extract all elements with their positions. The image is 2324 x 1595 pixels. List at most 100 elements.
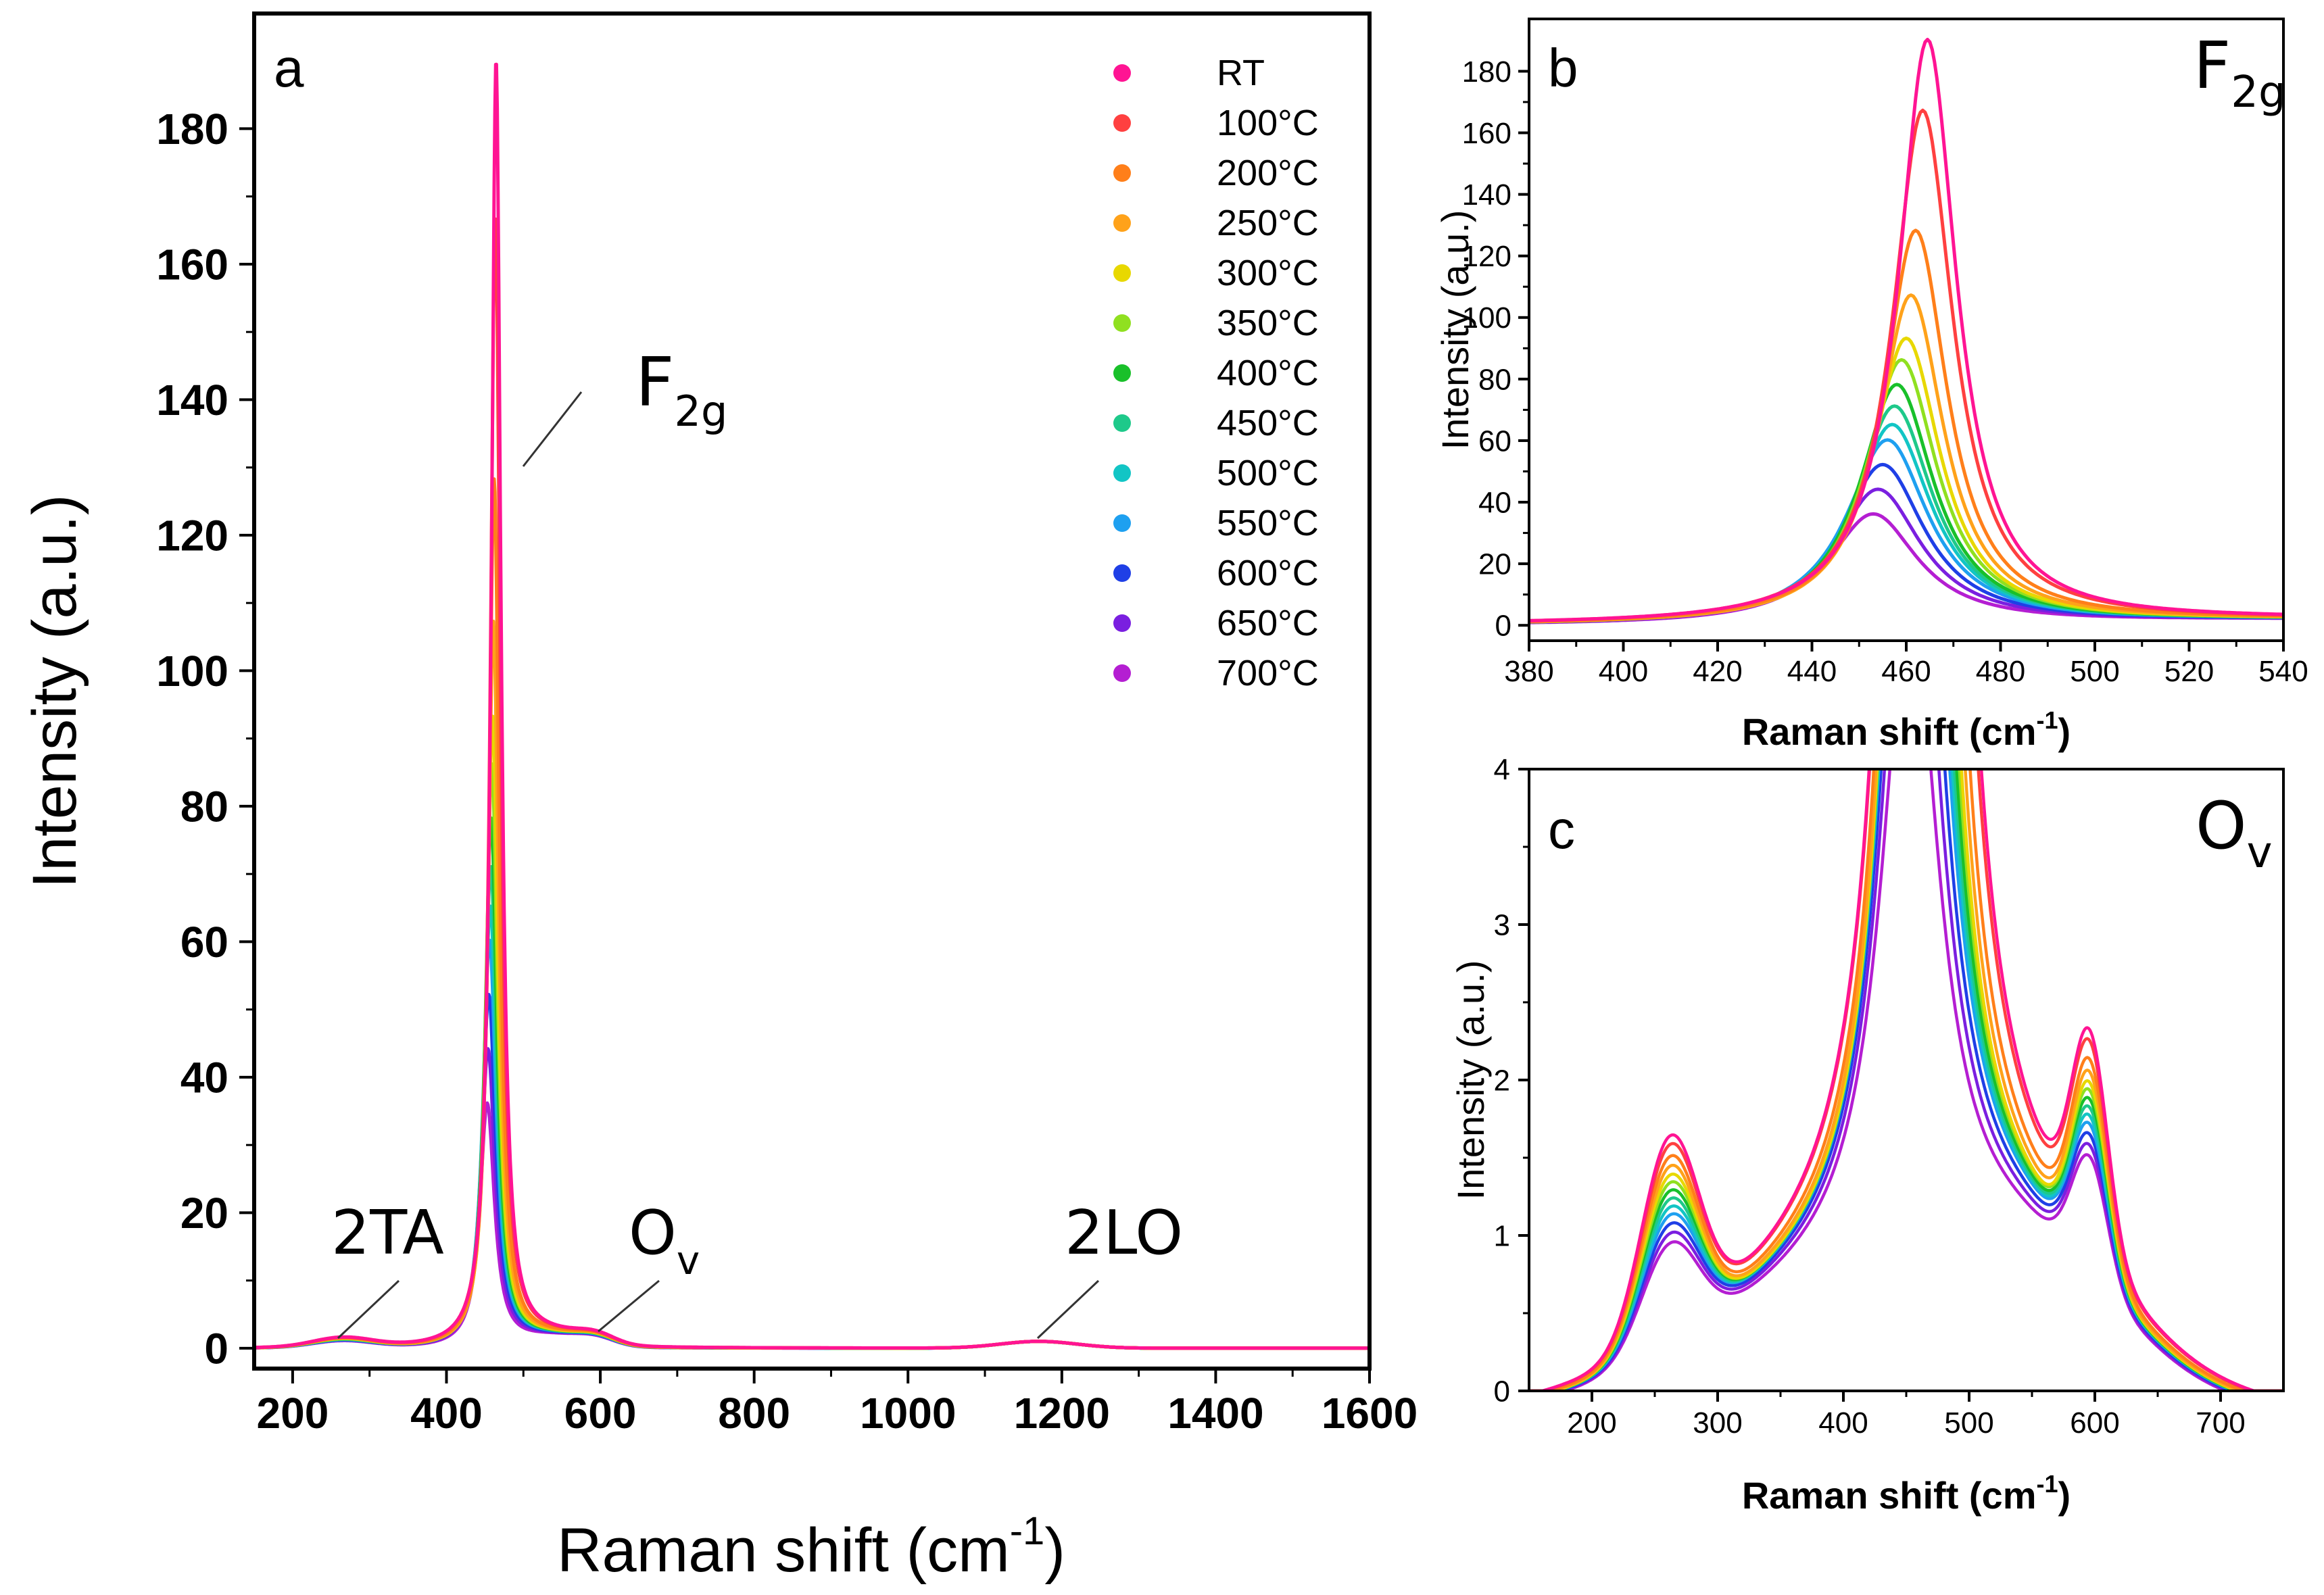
panel-c-x-axis-label: Raman shift (cm-1) xyxy=(1742,1470,2071,1517)
annotation-label-0: F2g xyxy=(635,343,727,436)
series-line-b-11 xyxy=(1529,487,2283,624)
y-tick-label-b-0: 0 xyxy=(1495,610,1511,643)
legend-label-11: 650°C xyxy=(1217,603,1319,643)
y-tick-label-a-9: 180 xyxy=(156,105,228,153)
legend-label-5: 350°C xyxy=(1217,303,1319,343)
x-tick-label-a-7: 1600 xyxy=(1322,1389,1418,1438)
x-tick-label-c-1: 300 xyxy=(1693,1406,1742,1440)
legend-label-9: 550°C xyxy=(1217,503,1319,543)
y-tick-label-a-2: 40 xyxy=(180,1053,228,1102)
annotation-leader-3 xyxy=(1036,1279,1100,1340)
y-tick-label-a-1: 20 xyxy=(180,1189,228,1237)
legend-marker-8 xyxy=(1113,464,1131,482)
x-tick-label-c-3: 500 xyxy=(1944,1406,1993,1440)
legend-marker-9 xyxy=(1113,514,1131,532)
legend-marker-1 xyxy=(1113,114,1131,132)
series-line-b-8 xyxy=(1529,422,2283,624)
legend-marker-7 xyxy=(1113,414,1131,432)
legend-marker-2 xyxy=(1113,164,1131,182)
x-tick-label-b-6: 500 xyxy=(2070,655,2119,688)
y-tick-label-b-9: 180 xyxy=(1462,55,1511,89)
x-tick-label-b-2: 420 xyxy=(1693,655,1742,688)
x-tick-label-a-2: 600 xyxy=(564,1389,637,1438)
x-tick-label-a-1: 400 xyxy=(410,1389,483,1438)
series-line-a-1 xyxy=(254,217,1370,1350)
x-tick-label-a-4: 1000 xyxy=(860,1389,956,1438)
series-line-c-3 xyxy=(1529,769,2283,1391)
y-tick-label-c-2: 2 xyxy=(1494,1064,1510,1097)
x-tick-label-c-4: 600 xyxy=(2070,1406,2119,1440)
panel-b: 380 400 420 440 460 480 500 520 540 0 20 40 60 80 100 1… xyxy=(1434,18,2308,753)
y-tick-label-a-5: 100 xyxy=(156,647,228,695)
panel-b-x-axis-label: Raman shift (cm-1) xyxy=(1742,706,2071,753)
legend-label-7: 450°C xyxy=(1217,403,1319,443)
series-line-a-8 xyxy=(254,904,1370,1350)
panel-a-frame xyxy=(252,11,1372,1371)
panel-b-mode-label: F2g xyxy=(2194,28,2286,118)
series-line-a-0 xyxy=(254,62,1370,1350)
x-tick-label-c-0: 200 xyxy=(1567,1406,1616,1440)
series-line-c-0 xyxy=(1529,769,2283,1391)
panel-c-frame xyxy=(1528,768,2285,1392)
annotation-leader-1 xyxy=(337,1279,400,1340)
series-line-b-2 xyxy=(1529,228,2283,623)
series-line-b-12 xyxy=(1529,512,2283,624)
legend-marker-11 xyxy=(1113,614,1131,632)
legend-marker-3 xyxy=(1113,214,1131,232)
y-tick-label-c-0: 0 xyxy=(1494,1375,1510,1408)
x-tick-label-b-5: 480 xyxy=(1976,655,2025,688)
series-line-b-3 xyxy=(1529,293,2283,624)
y-tick-label-a-4: 80 xyxy=(180,782,228,831)
x-tick-label-b-8: 540 xyxy=(2258,655,2308,688)
x-tick-label-b-7: 520 xyxy=(2164,655,2214,688)
legend: RT 100°C 200°C 250°C 300°C 350°C 400°C 450°C 500… xyxy=(1113,53,1319,693)
legend-marker-10 xyxy=(1113,564,1131,582)
legend-label-12: 700°C xyxy=(1217,653,1319,693)
legend-label-6: 400°C xyxy=(1217,353,1319,393)
y-tick-label-b-8: 160 xyxy=(1462,117,1511,150)
series-line-a-6 xyxy=(254,816,1370,1350)
series-line-b-0 xyxy=(1529,37,2283,622)
series-line-c-12 xyxy=(1529,769,2283,1391)
peak-annotations: F2g 2TA Ov 2LO xyxy=(331,343,1183,1340)
panel-a-y-axis-label: Intensity (a.u.) xyxy=(20,495,89,889)
annotation-label-2: Ov xyxy=(629,1198,700,1283)
x-tick-label-a-6: 1400 xyxy=(1167,1389,1263,1438)
panel-c-y-axis-label: Intensity (a.u.) xyxy=(1449,960,1492,1200)
panel-c-mode-label: Ov xyxy=(2196,788,2272,878)
x-tick-label-b-3: 440 xyxy=(1787,655,1837,688)
y-tick-label-a-8: 160 xyxy=(156,240,228,289)
y-tick-label-c-1: 1 xyxy=(1494,1219,1510,1252)
series-line-a-7 xyxy=(254,865,1370,1350)
legend-marker-12 xyxy=(1113,664,1131,682)
legend-label-8: 500°C xyxy=(1217,453,1319,493)
legend-label-4: 300°C xyxy=(1217,253,1319,293)
legend-marker-0 xyxy=(1113,64,1131,82)
x-tick-label-c-5: 700 xyxy=(2196,1406,2245,1440)
y-tick-label-a-6: 120 xyxy=(156,511,228,560)
annotation-leader-2 xyxy=(598,1279,660,1333)
legend-label-1: 100°C xyxy=(1217,103,1319,143)
x-tick-label-b-0: 380 xyxy=(1504,655,1553,688)
panel-a-label: a xyxy=(274,38,304,98)
x-tick-label-a-3: 800 xyxy=(718,1389,790,1438)
panel-b-y-axis-label: Intensity (a.u.) xyxy=(1434,210,1476,450)
x-tick-label-a-5: 1200 xyxy=(1014,1389,1110,1438)
annotation-label-1: 2TA xyxy=(331,1198,444,1269)
panel-c-label: c xyxy=(1548,800,1575,860)
series-line-a-10 xyxy=(254,993,1370,1350)
panel-b-label: b xyxy=(1548,38,1578,98)
panel-a: 200 400 600 800 1000 1200 1400 1600 0 20 40 60 80 100… xyxy=(20,11,1418,1585)
y-tick-label-b-2: 40 xyxy=(1478,486,1511,519)
y-tick-label-b-1: 20 xyxy=(1478,548,1511,581)
series-line-b-4 xyxy=(1529,336,2283,624)
legend-marker-6 xyxy=(1113,364,1131,382)
legend-label-0: RT xyxy=(1217,53,1265,93)
x-tick-label-b-4: 460 xyxy=(1881,655,1931,688)
y-tick-label-b-4: 80 xyxy=(1478,363,1511,396)
legend-marker-4 xyxy=(1113,264,1131,282)
panel-c: 200 300 400 500 600 700 0 1 2 3 4 c Ov Intensity (… xyxy=(1449,753,2285,1517)
y-tick-label-c-3: 3 xyxy=(1494,908,1510,941)
y-tick-label-b-5: 100 xyxy=(1462,301,1511,335)
